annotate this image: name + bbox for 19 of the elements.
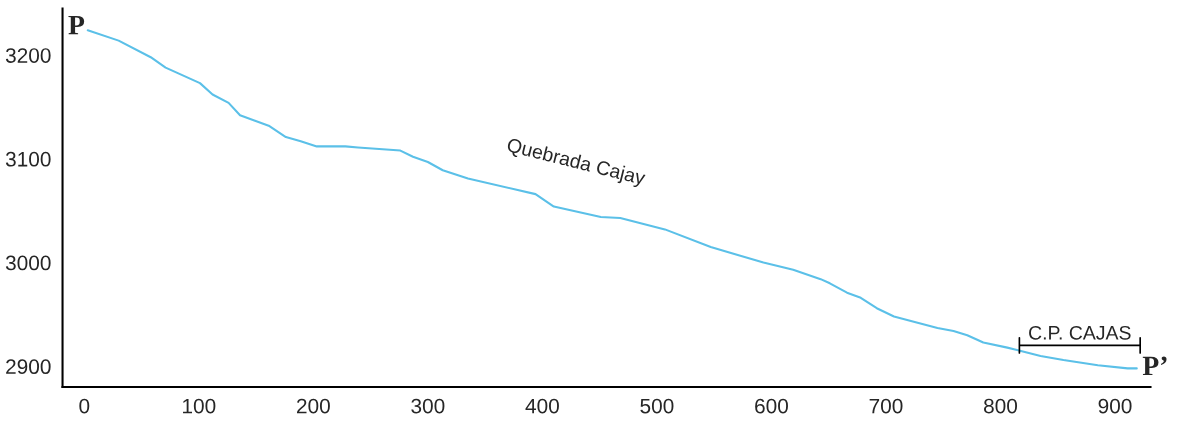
annotation: P’ — [1142, 356, 1167, 376]
x-tick-label: 600 — [755, 398, 788, 414]
annotation: Quebrada Cajay — [505, 137, 647, 189]
y-tick-label: 3100 — [5, 151, 51, 167]
x-tick-label: 700 — [869, 398, 903, 414]
x-tick-label: 300 — [411, 398, 445, 414]
line-series — [86, 29, 1138, 370]
annotation: P — [68, 15, 85, 35]
x-tick-label: 800 — [984, 398, 1018, 414]
x-tick-label: 100 — [183, 398, 216, 414]
x-tick-label: 400 — [525, 398, 559, 414]
y-tick-label: 2900 — [6, 359, 51, 375]
x-tick-label: 900 — [1098, 398, 1132, 414]
x-tick-label: 500 — [640, 398, 674, 414]
annotation: C.P. CAJAS — [1029, 325, 1131, 340]
x-tick-label: 200 — [297, 398, 330, 414]
y-tick-label: 3200 — [5, 48, 51, 63]
x-tick-label: 0 — [79, 398, 90, 414]
y-tick-label: 3000 — [5, 255, 51, 271]
